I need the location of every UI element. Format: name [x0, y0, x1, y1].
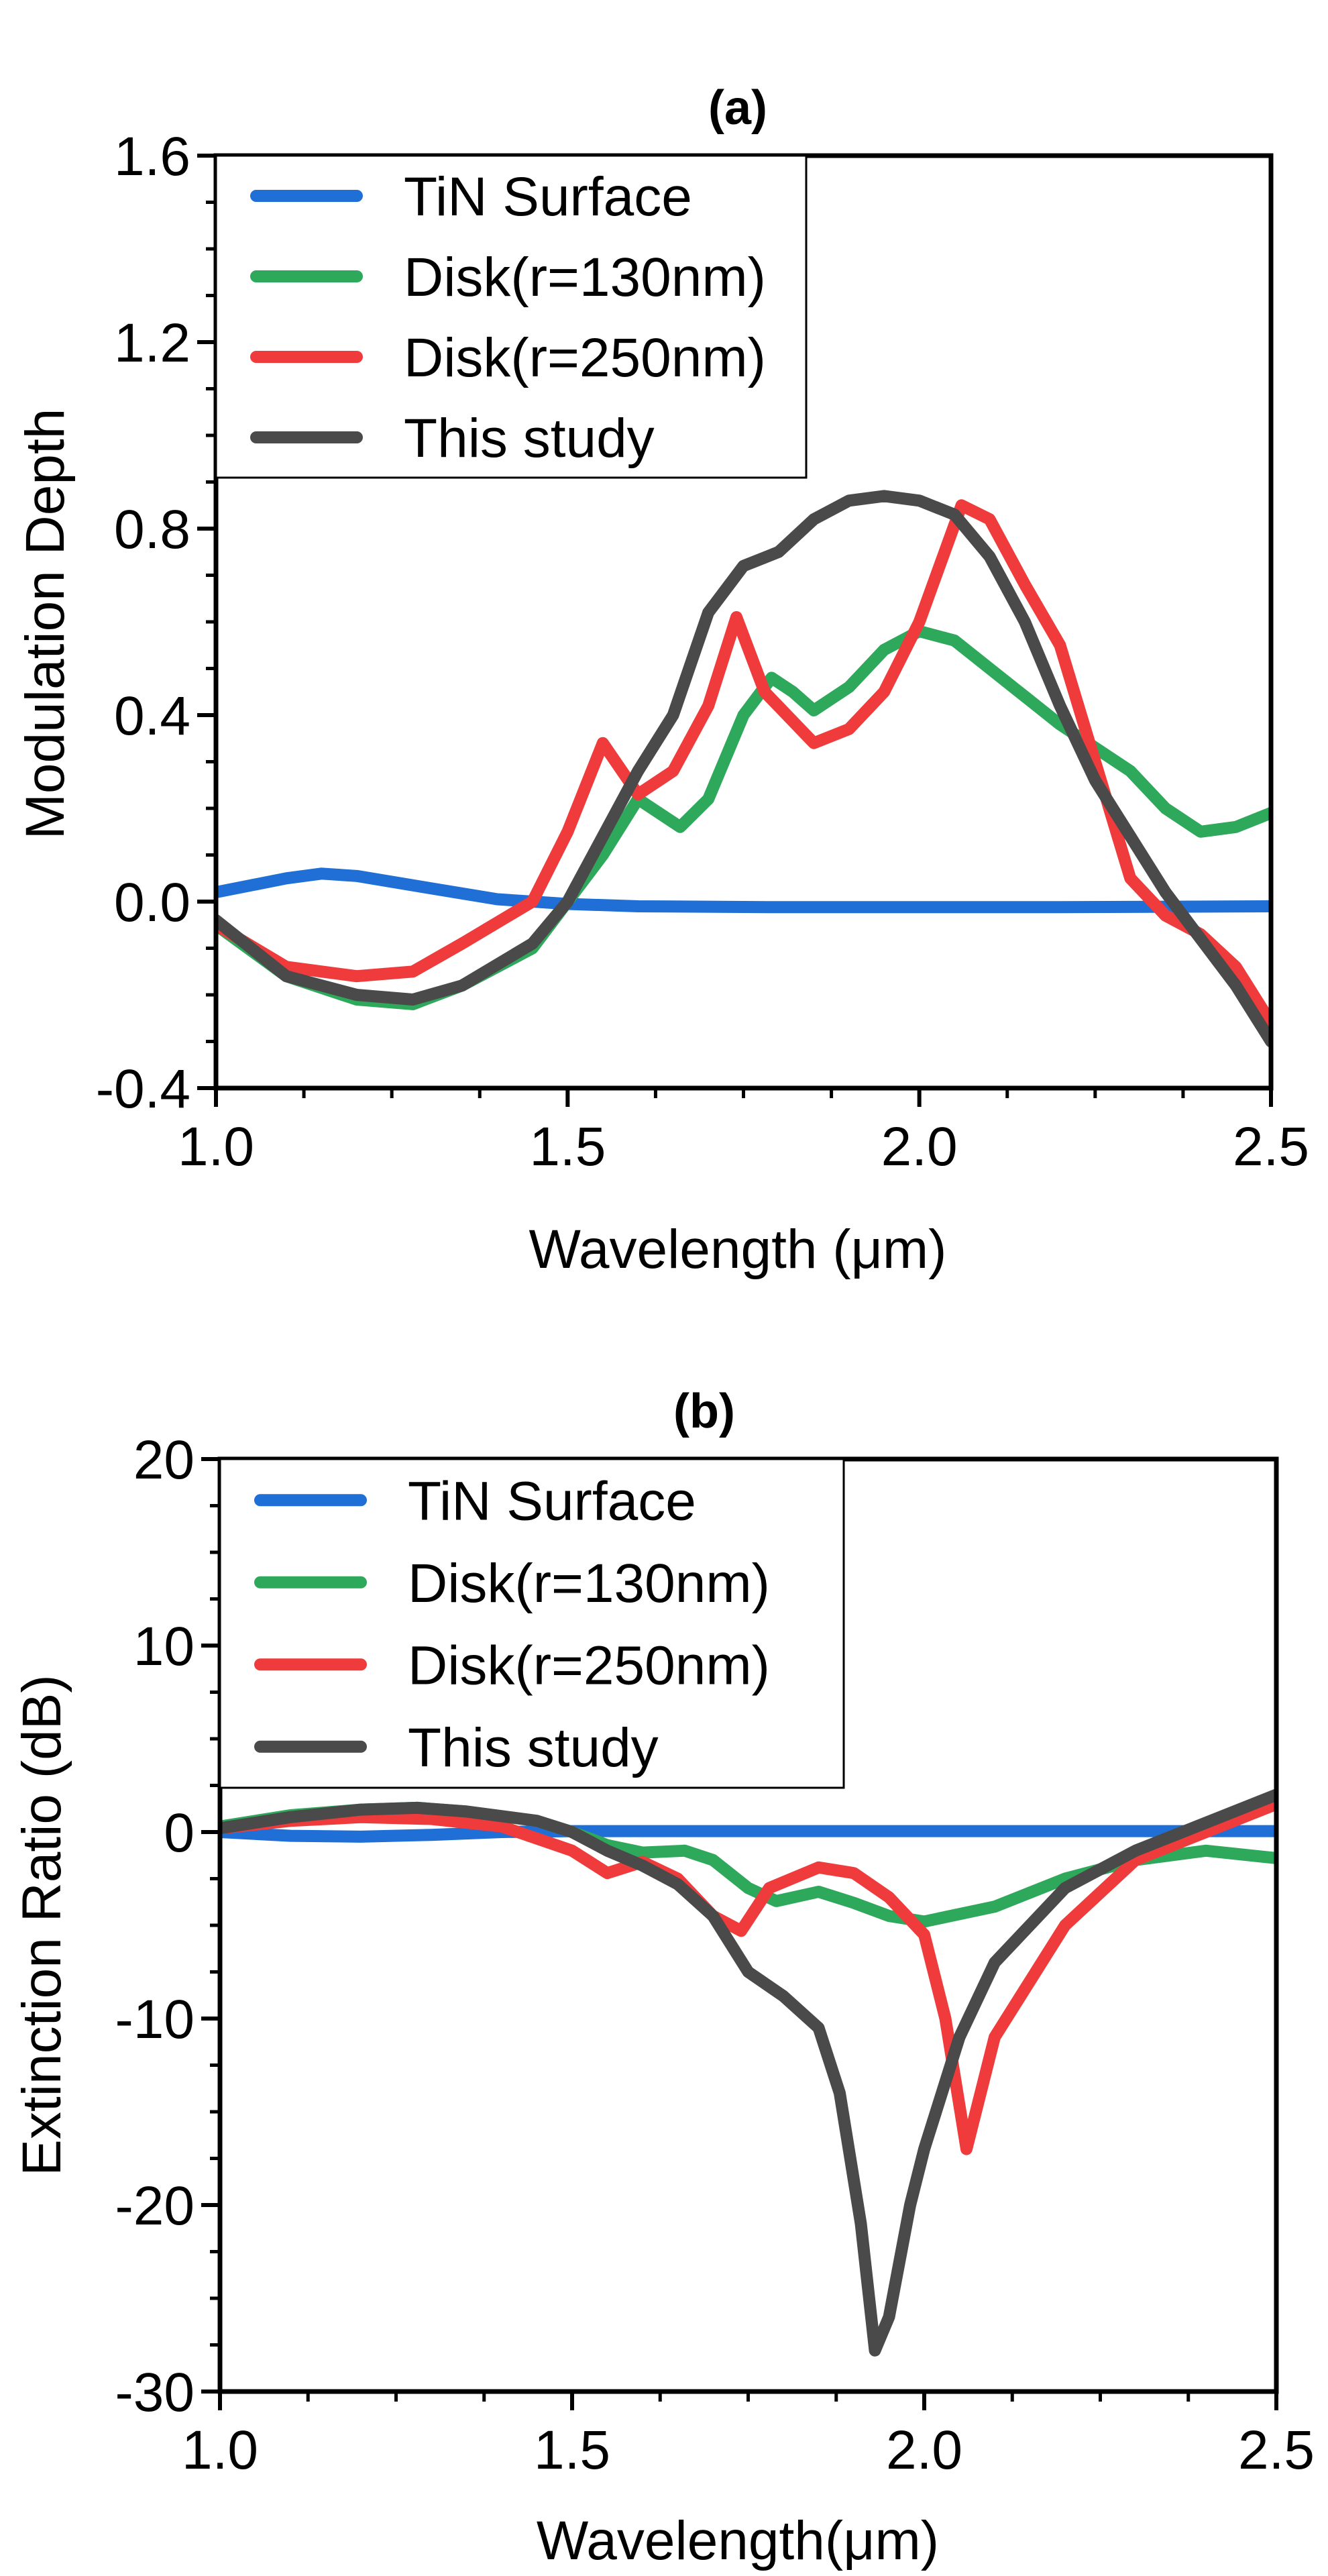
- chart-title: (b): [673, 1385, 735, 1438]
- x-tick-label: 1.0: [178, 1116, 254, 1177]
- y-tick-label: -10: [115, 1989, 195, 2050]
- legend-label: This study: [404, 408, 655, 469]
- x-tick-label: 1.5: [534, 2420, 610, 2481]
- series-line-this-study: [220, 1788, 1276, 2357]
- y-tick-label: 0.4: [114, 686, 190, 747]
- x-tick-label: 2.5: [1233, 1116, 1309, 1177]
- y-tick-label: 0.0: [114, 872, 190, 933]
- y-tick-label: 0: [164, 1803, 195, 1864]
- y-tick-label: -0.4: [96, 1059, 190, 1120]
- x-tick-label: 1.0: [182, 2420, 258, 2481]
- legend-label: Disk(r=130nm): [404, 247, 766, 308]
- x-tick-label: 2.5: [1238, 2420, 1315, 2481]
- series-line-tin-surface: [216, 867, 1271, 914]
- legend-label: This study: [408, 1717, 659, 1778]
- y-tick-label: 20: [133, 1430, 195, 1491]
- series-line-disk-r-250nm-: [220, 1798, 1276, 2155]
- y-axis-label: Modulation Depth: [15, 409, 76, 840]
- legend-label: Disk(r=130nm): [408, 1553, 770, 1614]
- legend-label: Disk(r=250nm): [404, 327, 766, 388]
- y-tick-label: 0.8: [114, 499, 190, 560]
- x-axis-label: Wavelength (μm): [529, 1219, 947, 1280]
- y-tick-label: 1.6: [114, 126, 190, 187]
- series-line-this-study: [216, 490, 1271, 1048]
- legend-box: [219, 1458, 845, 1789]
- y-tick-label: -20: [115, 2176, 195, 2237]
- y-tick-label: -30: [115, 2362, 195, 2423]
- series-group: [216, 490, 1271, 1048]
- series-group: [220, 1788, 1276, 2357]
- y-axis-label: Extinction Ratio (dB): [11, 1674, 72, 2176]
- legend-label: TiN Surface: [408, 1470, 696, 1532]
- legend: TiN Surface Disk(r=130nm) Disk(r=250nm) Thi…: [215, 154, 808, 479]
- x-axis-label: Wavelength(μm): [537, 2510, 939, 2571]
- series-line-tin-surface: [220, 1825, 1276, 1843]
- x-tick-label: 2.0: [881, 1116, 958, 1177]
- y-tick-label: 10: [133, 1616, 195, 1677]
- panel-a: (a) 1.0 1.5 2.0 2.5 -0.4 0.0 0.4 0.8 1.2 1.6 Wavele…: [15, 81, 1309, 1280]
- legend-box: [215, 154, 808, 479]
- x-tick-label: 1.5: [529, 1116, 606, 1177]
- legend-label: Disk(r=250nm): [408, 1635, 770, 1696]
- chart-title: (a): [708, 81, 767, 135]
- panel-b: (b) 1.0 1.5 2.0 2.5 -30 -20 -10 0 10 20 Wavelength(…: [11, 1385, 1315, 2571]
- legend-label: TiN Surface: [404, 166, 692, 227]
- x-tick-label: 2.0: [886, 2420, 962, 2481]
- y-tick-label: 1.2: [114, 313, 190, 374]
- series-line-disk-r-250nm-: [216, 499, 1271, 1029]
- legend: TiN Surface Disk(r=130nm) Disk(r=250nm) Thi…: [219, 1458, 845, 1789]
